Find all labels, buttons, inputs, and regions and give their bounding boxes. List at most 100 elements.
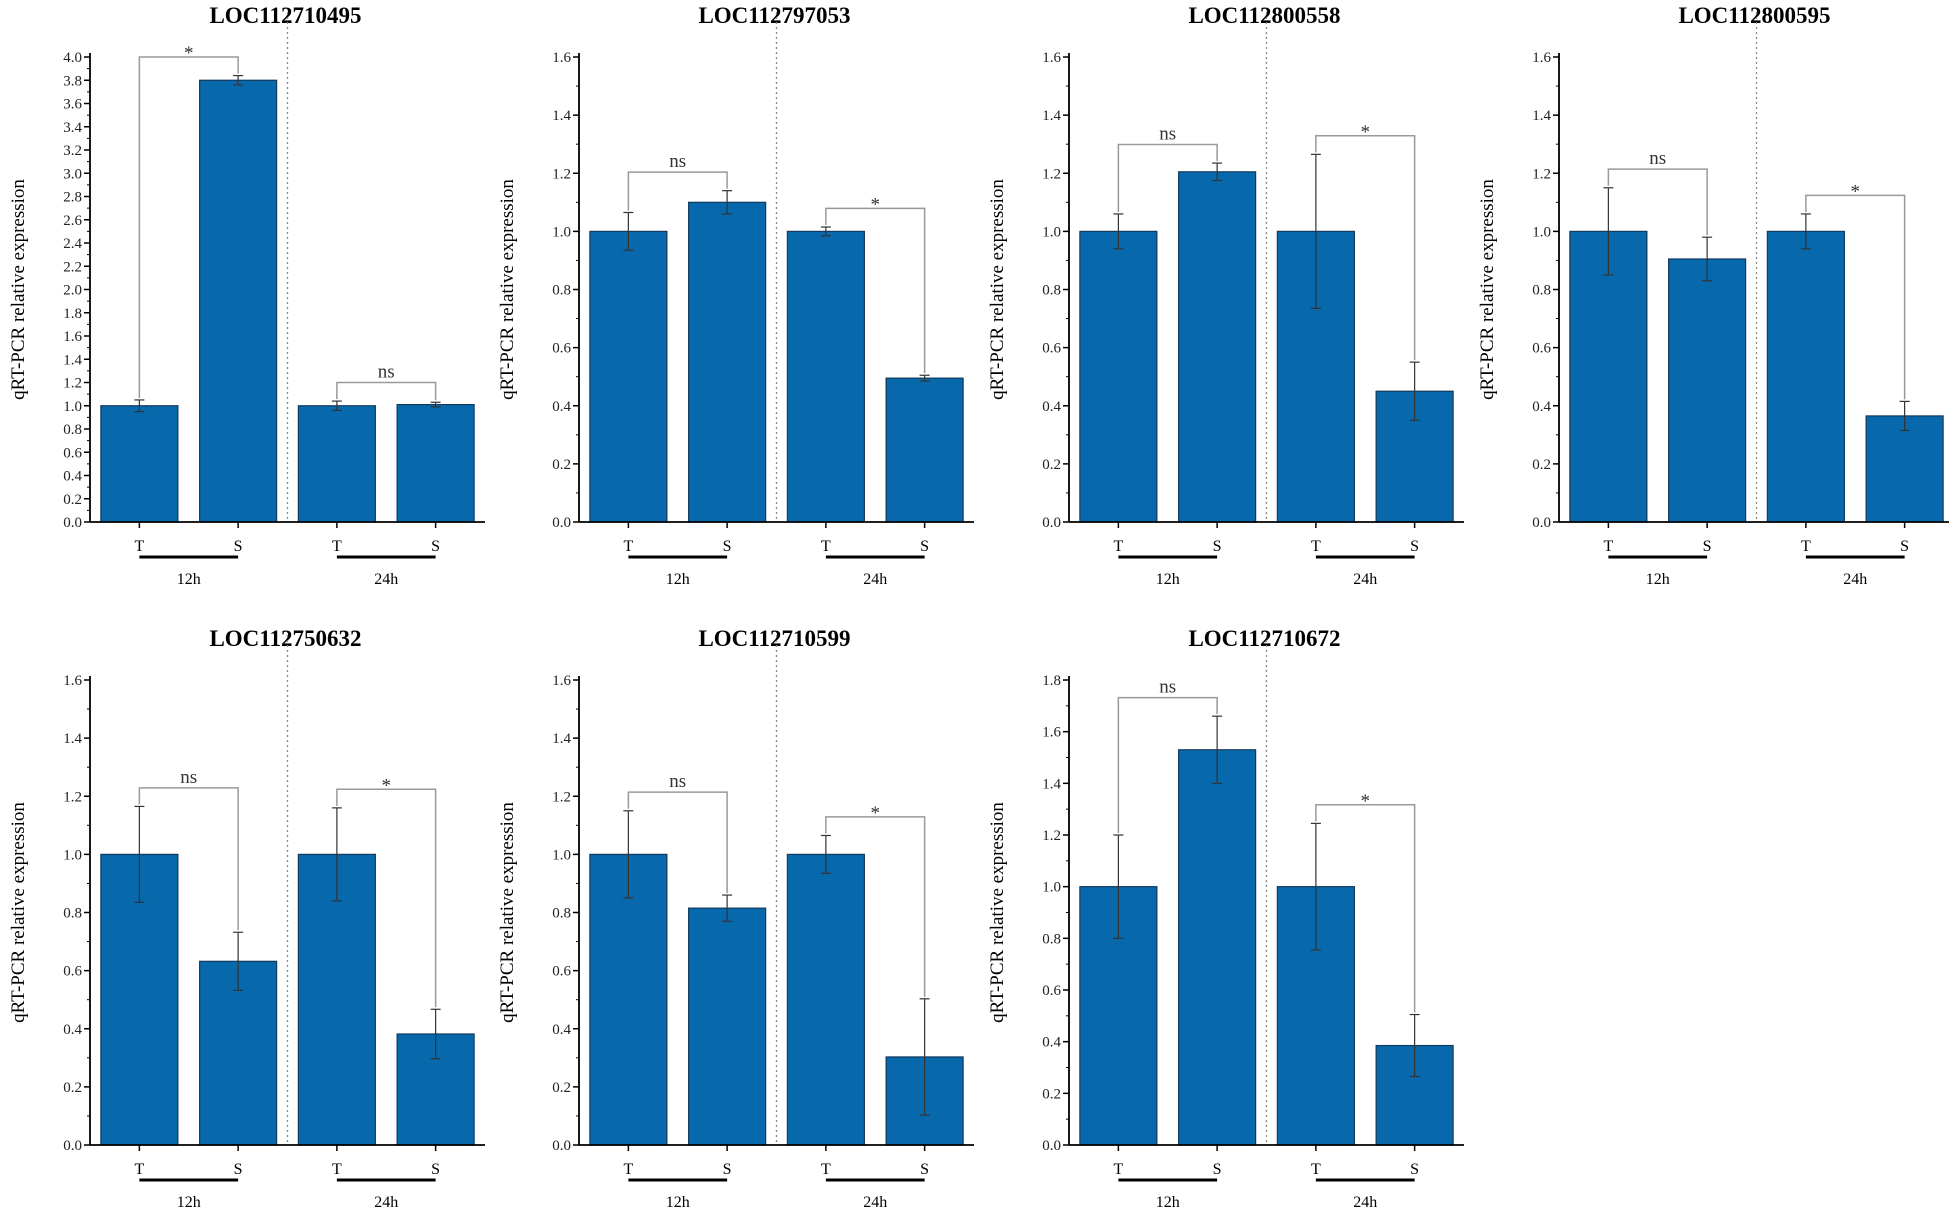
bar <box>688 907 767 1146</box>
significance-label: ns <box>1649 148 1666 169</box>
chart-panel: LOC112750632 qRT-PCR relative expression 0… <box>8 626 485 1211</box>
bar <box>396 403 475 523</box>
y-tick-label: 1.8 <box>63 306 82 322</box>
y-axis-label: qRT-PCR relative expression <box>8 802 29 1023</box>
y-tick-label: 0.0 <box>1042 1138 1061 1154</box>
y-tick-label: 0.6 <box>1532 341 1551 357</box>
y-tick-label: 0.8 <box>552 283 571 299</box>
y-tick-label: 0.2 <box>1042 457 1061 473</box>
group-label: 12h <box>666 1194 690 1211</box>
x-tick-label: T <box>821 538 831 555</box>
x-tick-label: T <box>1603 538 1613 555</box>
x-tick-label: S <box>1900 538 1909 555</box>
y-tick-label: 2.8 <box>63 190 82 206</box>
bar <box>100 405 179 523</box>
y-axis-label: qRT-PCR relative expression <box>987 179 1008 400</box>
chart-panel: LOC112797053 qRT-PCR relative expression 0… <box>497 3 974 588</box>
bar <box>199 79 278 523</box>
y-tick-label: 2.4 <box>63 236 82 252</box>
group-label: 12h <box>177 1194 201 1211</box>
significance-bracket <box>1117 696 1218 833</box>
y-tick-label: 0.8 <box>1042 283 1061 299</box>
y-tick-label: 1.2 <box>63 789 82 805</box>
significance-bracket <box>627 791 728 894</box>
bar <box>1668 258 1747 523</box>
x-tick-label: T <box>332 538 342 555</box>
y-tick-label: 3.8 <box>63 73 82 89</box>
y-tick-label: 1.4 <box>1042 776 1061 792</box>
x-tick-label: T <box>1801 538 1811 555</box>
group-label: 24h <box>374 571 398 588</box>
y-tick-label: 1.0 <box>552 847 571 863</box>
group-label: 12h <box>1646 571 1670 588</box>
significance-label: * <box>184 43 194 64</box>
y-tick-label: 1.4 <box>1042 108 1061 124</box>
chart-title: LOC112710599 <box>698 626 850 651</box>
bar <box>1569 230 1648 523</box>
y-tick-label: 1.6 <box>552 673 571 689</box>
bar <box>786 230 865 523</box>
y-tick-label: 1.2 <box>552 166 571 182</box>
bar <box>1865 415 1944 523</box>
chart-title: LOC112750632 <box>209 626 361 651</box>
y-tick-label: 0.0 <box>1532 515 1551 531</box>
y-tick-label: 1.2 <box>552 789 571 805</box>
significance-label: * <box>871 194 881 215</box>
bar <box>589 853 668 1146</box>
chart-panel: LOC112800558 qRT-PCR relative expression 0… <box>987 3 1464 588</box>
significance-label: * <box>1851 181 1861 202</box>
y-tick-label: 2.6 <box>63 213 82 229</box>
chart-panel: LOC112800595 qRT-PCR relative expression 0… <box>1477 3 1949 588</box>
x-tick-label: T <box>1113 1161 1123 1178</box>
x-tick-label: S <box>1703 538 1712 555</box>
y-tick-label: 0.0 <box>63 515 82 531</box>
x-tick-label: T <box>1113 538 1123 555</box>
bar <box>1178 171 1257 523</box>
chart-panel: LOC112710672 qRT-PCR relative expression 0… <box>987 626 1464 1211</box>
significance-bracket <box>336 788 437 1008</box>
y-tick-label: 0.2 <box>1532 457 1551 473</box>
y-tick-label: 0.0 <box>552 1138 571 1154</box>
significance-bracket <box>1805 194 1906 400</box>
y-tick-label: 1.0 <box>1532 224 1551 240</box>
x-tick-label: T <box>134 1161 144 1178</box>
significance-label: * <box>382 775 392 796</box>
y-tick-label: 1.2 <box>1042 828 1061 844</box>
bar <box>885 377 964 523</box>
chart-title: LOC112800595 <box>1678 3 1830 28</box>
y-tick-label: 1.4 <box>552 731 571 747</box>
significance-label: ns <box>669 151 686 172</box>
y-tick-label: 0.6 <box>552 341 571 357</box>
significance-bracket <box>1117 143 1218 212</box>
y-axis-label: qRT-PCR relative expression <box>8 179 29 400</box>
y-tick-label: 0.2 <box>552 1080 571 1096</box>
y-tick-label: 1.2 <box>63 376 82 392</box>
significance-label: * <box>1361 791 1371 812</box>
x-tick-label: T <box>1311 538 1321 555</box>
y-tick-label: 3.2 <box>63 143 82 159</box>
y-tick-label: 0.4 <box>552 399 571 415</box>
y-tick-label: 0.6 <box>552 964 571 980</box>
y-tick-label: 4.0 <box>63 50 82 66</box>
y-tick-label: 1.4 <box>1532 108 1551 124</box>
y-tick-label: 0.0 <box>63 1138 82 1154</box>
y-tick-label: 0.2 <box>1042 1086 1061 1102</box>
y-tick-label: 0.4 <box>1532 399 1551 415</box>
significance-bracket <box>138 56 239 398</box>
x-tick-label: T <box>1311 1161 1321 1178</box>
group-label: 24h <box>863 1194 887 1211</box>
group-label: 24h <box>1843 571 1867 588</box>
chart-panel: LOC112710599 qRT-PCR relative expression 0… <box>497 626 974 1211</box>
y-tick-label: 0.2 <box>63 1080 82 1096</box>
y-tick-label: 2.0 <box>63 283 82 299</box>
y-tick-label: 1.6 <box>1042 50 1061 66</box>
x-tick-label: S <box>1410 538 1419 555</box>
y-tick-label: 0.0 <box>1042 515 1061 531</box>
significance-bracket <box>1607 168 1708 236</box>
y-tick-label: 1.8 <box>1042 673 1061 689</box>
significance-bracket <box>138 787 239 931</box>
chart-title: LOC112710495 <box>209 3 361 28</box>
y-tick-label: 1.6 <box>63 329 82 345</box>
bar <box>688 201 767 523</box>
y-tick-label: 1.2 <box>1042 166 1061 182</box>
